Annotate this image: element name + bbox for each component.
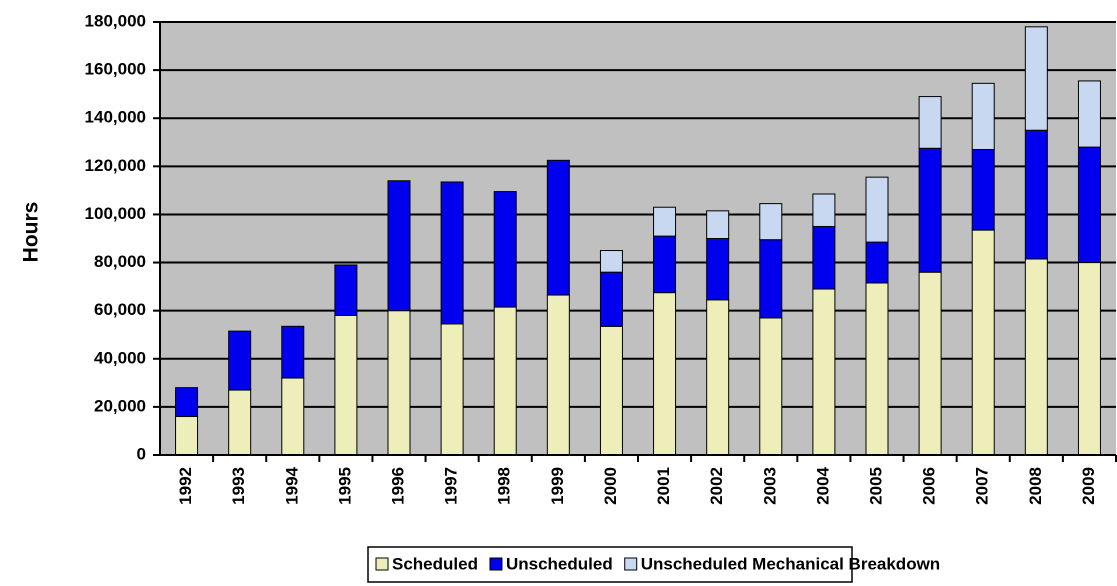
bar-segment: [493, 306, 517, 456]
legend-label: Unscheduled: [506, 554, 613, 573]
bar-segment: [812, 193, 836, 227]
bar-segment: [706, 238, 730, 301]
bar-segment: [493, 191, 517, 308]
bar-segment: [759, 203, 783, 241]
bar-segment: [1077, 262, 1101, 456]
bar-segment: [759, 317, 783, 456]
bar-segment: [812, 225, 836, 290]
legend-label: Scheduled: [392, 554, 478, 573]
y-tick-label: 180,000: [85, 11, 146, 30]
x-tick-label: 1992: [176, 467, 195, 505]
bar-segment: [759, 239, 783, 319]
bar-segment: [653, 292, 677, 456]
bar-segment: [865, 282, 889, 456]
bar-segment: [1077, 80, 1101, 148]
bar-segment: [1024, 26, 1048, 131]
bar-segment: [334, 314, 358, 456]
bar-segment: [546, 159, 570, 296]
bar-segment: [175, 387, 199, 418]
x-tick-label: 1993: [229, 467, 248, 505]
bar-segment: [281, 325, 305, 379]
x-tick-label: 2004: [813, 466, 832, 504]
bar-segment: [918, 147, 942, 273]
y-axis-label: Hours: [20, 202, 43, 263]
x-tick-label: 2006: [920, 467, 939, 505]
bar-segment: [1077, 146, 1101, 264]
x-tick-label: 1997: [442, 467, 461, 505]
bar-segment: [387, 310, 411, 456]
y-tick-label: 40,000: [94, 348, 146, 367]
y-tick-label: 80,000: [94, 252, 146, 271]
bar-segment: [653, 235, 677, 294]
x-tick-label: 2005: [866, 467, 885, 505]
bar-segment: [440, 323, 464, 456]
legend-box: [367, 546, 853, 583]
bar-segment: [1024, 258, 1048, 456]
x-tick-label: 1999: [548, 467, 567, 505]
bar-segment: [971, 148, 995, 231]
y-tick-label: 140,000: [85, 108, 146, 127]
bar-segment: [971, 82, 995, 150]
x-tick-label: 2009: [1079, 467, 1098, 505]
bar-segment: [599, 271, 623, 327]
bar-segment: [865, 241, 889, 284]
y-tick-label: 20,000: [94, 396, 146, 415]
x-tick-label: 1995: [335, 467, 354, 505]
legend-label: Unscheduled Mechanical Breakdown: [641, 554, 940, 573]
bar-segment: [281, 377, 305, 456]
bar-segment: [334, 264, 358, 316]
x-tick-label: 2007: [973, 467, 992, 505]
y-tick-label: 60,000: [94, 300, 146, 319]
y-tick-label: 100,000: [85, 204, 146, 223]
bar-segment: [971, 229, 995, 456]
bar-segment: [599, 325, 623, 456]
legend-swatch: [375, 557, 389, 571]
x-tick-label: 2001: [654, 467, 673, 505]
bar-segment: [228, 389, 252, 456]
x-tick-label: 2002: [707, 467, 726, 505]
bar-segment: [440, 181, 464, 325]
x-tick-label: 1994: [282, 466, 301, 504]
bar-segment: [653, 206, 677, 237]
bar-segment: [228, 330, 252, 391]
x-tick-label: 2003: [760, 467, 779, 505]
bar-segment: [812, 288, 836, 456]
bar-segment: [175, 416, 199, 456]
plot-area: [160, 22, 1116, 455]
bar-segment: [706, 210, 730, 239]
bar-segment: [918, 271, 942, 456]
bar-segment: [1024, 129, 1048, 260]
bar-segment: [706, 299, 730, 456]
y-tick-label: 0: [137, 444, 146, 463]
bar-segment: [387, 180, 411, 312]
bar-segment: [599, 250, 623, 273]
legend-swatch: [489, 557, 503, 571]
bar-segment: [918, 96, 942, 149]
bar-segment: [865, 176, 889, 243]
x-tick-label: 2000: [601, 467, 620, 505]
y-tick-label: 120,000: [85, 156, 146, 175]
x-tick-label: 1998: [495, 467, 514, 505]
x-tick-label: 2008: [1026, 467, 1045, 505]
bar-segment: [546, 294, 570, 456]
y-tick-label: 160,000: [85, 60, 146, 79]
legend-swatch: [624, 557, 638, 571]
x-tick-label: 1996: [388, 467, 407, 505]
